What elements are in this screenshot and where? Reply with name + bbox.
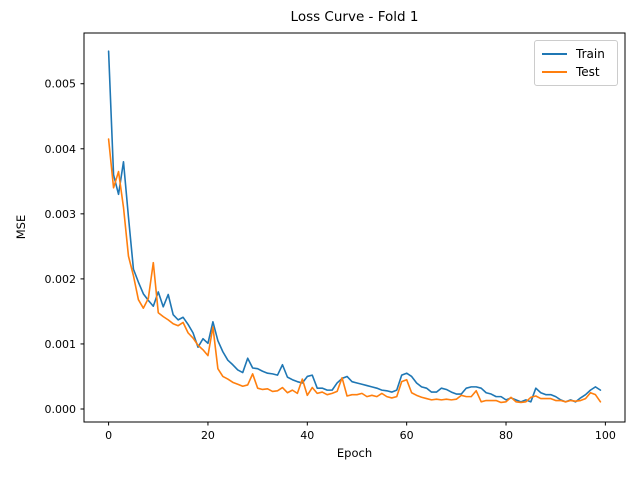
legend-item-test: Test <box>535 66 617 78</box>
x-axis-label: Epoch <box>336 446 373 460</box>
x-tick-label: 100 <box>595 429 616 442</box>
legend-label-test: Test <box>576 65 600 79</box>
x-tick-label: 60 <box>400 429 414 442</box>
y-tick-label: 0.003 <box>45 208 77 221</box>
chart-title: Loss Curve - Fold 1 <box>290 9 419 25</box>
x-tick-label: 20 <box>201 429 215 442</box>
x-tick-label: 0 <box>105 429 112 442</box>
y-tick-label: 0.002 <box>45 273 77 286</box>
axes-frame <box>83 32 626 423</box>
y-tick-label: 0.001 <box>45 338 77 351</box>
legend-label-train: Train <box>576 47 605 61</box>
y-tick-label: 0.005 <box>45 78 77 91</box>
y-tick-label: 0.000 <box>45 403 77 416</box>
train-line <box>107 50 602 403</box>
x-tick-label: 40 <box>300 429 314 442</box>
legend-item-train: Train <box>535 48 617 60</box>
test-line-swatch <box>542 71 567 73</box>
x-tick-label: 80 <box>499 429 513 442</box>
test-line <box>107 138 602 404</box>
legend: Train Test <box>534 40 618 86</box>
train-line-swatch <box>542 53 567 55</box>
y-tick-label: 0.004 <box>45 143 77 156</box>
